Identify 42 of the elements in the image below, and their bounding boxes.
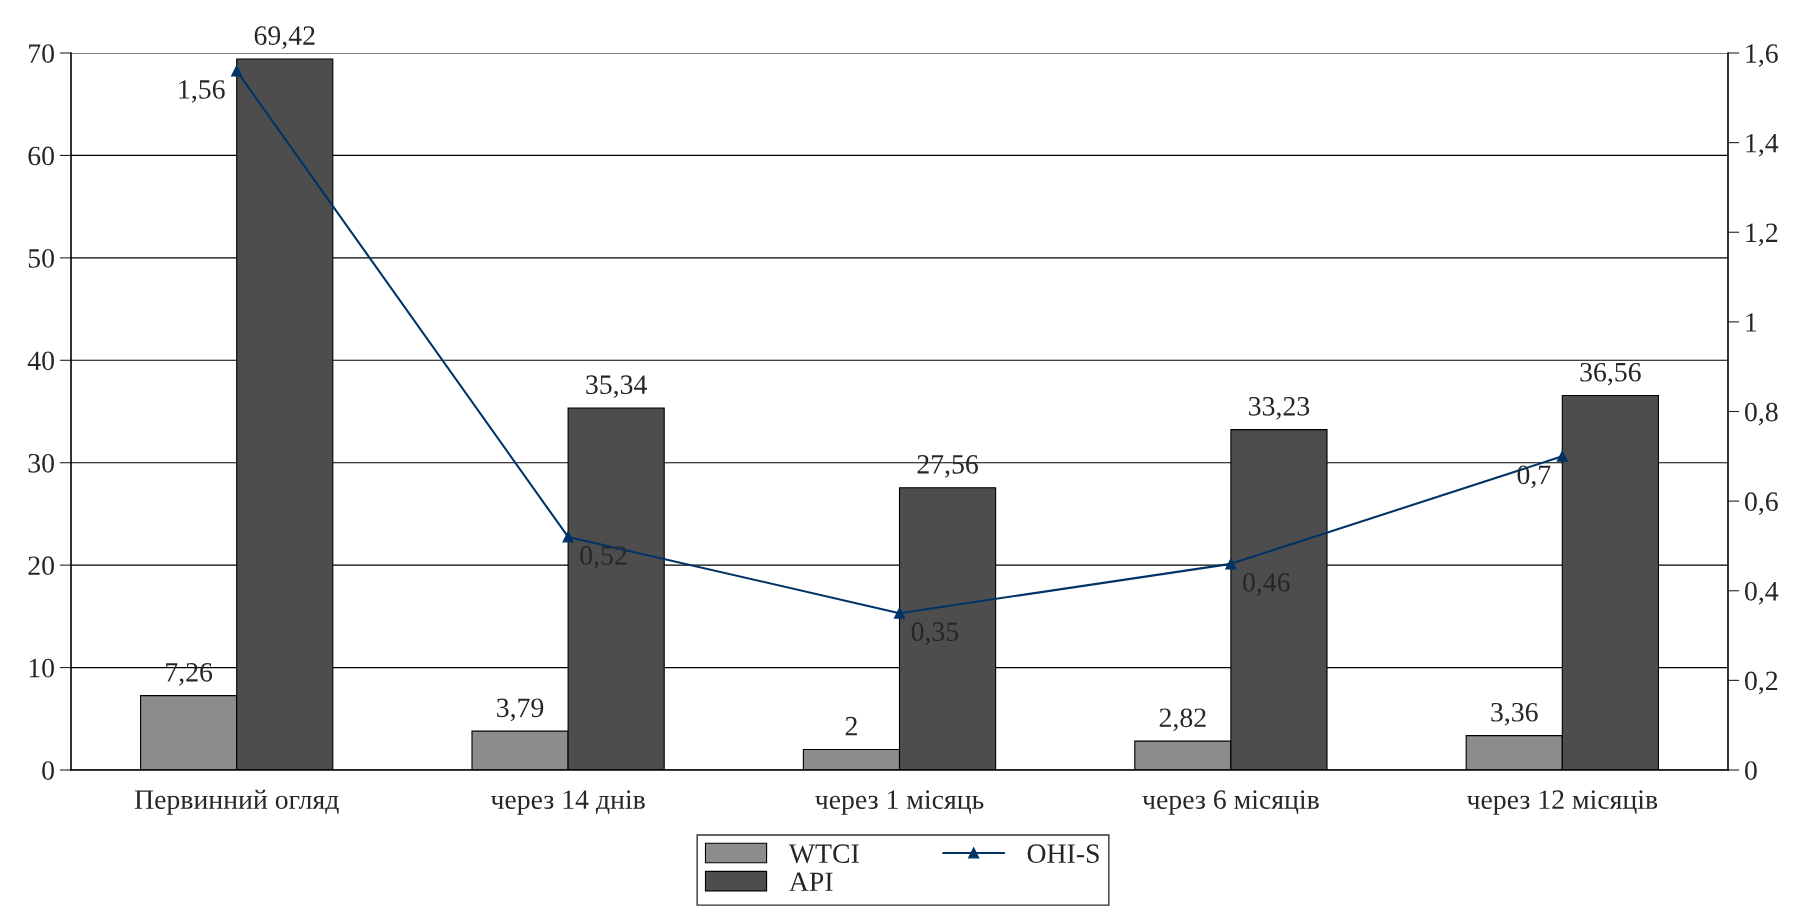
- point: [1225, 558, 1237, 570]
- data-label: 2: [845, 716, 857, 736]
- point: [1556, 450, 1568, 462]
- point: [231, 65, 243, 77]
- y-tick-label: 50: [28, 249, 54, 268]
- data-label: 33,23: [1249, 396, 1310, 420]
- legend-label: WTCI: [788, 844, 859, 864]
- data-label: 36,56: [1580, 362, 1641, 386]
- y2-tick-label: 0,8: [1745, 402, 1778, 426]
- y-tick-label: 10: [29, 658, 54, 678]
- y2-tick-label: 0,2: [1745, 671, 1778, 695]
- data-label: 0,52: [580, 546, 627, 569]
- y2-tick-label: 1,6: [1746, 44, 1778, 67]
- y-tick-label: 40: [27, 351, 54, 371]
- point: [893, 607, 906, 619]
- x-tick-label: через 14 днів: [490, 790, 645, 815]
- x-tick-label: через 12 місяців: [1466, 790, 1658, 815]
- y-tick-label: 20: [28, 556, 54, 576]
- data-label: 0,7: [1517, 465, 1551, 489]
- data-label: 2,82: [1159, 708, 1206, 732]
- y2-tick-label: 0,4: [1745, 581, 1779, 605]
- data-label: 3,79: [497, 698, 544, 722]
- x-tick-label: через 1 місяць: [815, 790, 984, 815]
- y2-tick-label: 1,2: [1746, 223, 1778, 247]
- data-label: 1,56: [179, 80, 225, 103]
- data-label: 69,42: [254, 26, 315, 49]
- y-tick-label: 70: [29, 44, 54, 63]
- y-tick-label: 30: [28, 453, 54, 473]
- data-label: 35,34: [586, 375, 647, 399]
- legend-label: OHI-S: [1027, 844, 1099, 863]
- data-label: 3,36: [1491, 702, 1538, 726]
- y2-tick-label: 0,6: [1745, 492, 1778, 516]
- y-tick-label: 0: [42, 761, 54, 780]
- legend-label: API: [789, 872, 833, 891]
- data-label: 7,26: [166, 662, 213, 686]
- x-tick-label: через 6 місяців: [1142, 790, 1319, 815]
- y2-tick-label: 1,4: [1746, 133, 1779, 157]
- point: [562, 531, 574, 543]
- y-tick-label: 60: [28, 146, 54, 166]
- x-tick-label: Первинний огляд: [134, 789, 339, 815]
- y2-tick-label: 0: [1745, 761, 1757, 780]
- y2-tick-label: 1: [1746, 313, 1757, 332]
